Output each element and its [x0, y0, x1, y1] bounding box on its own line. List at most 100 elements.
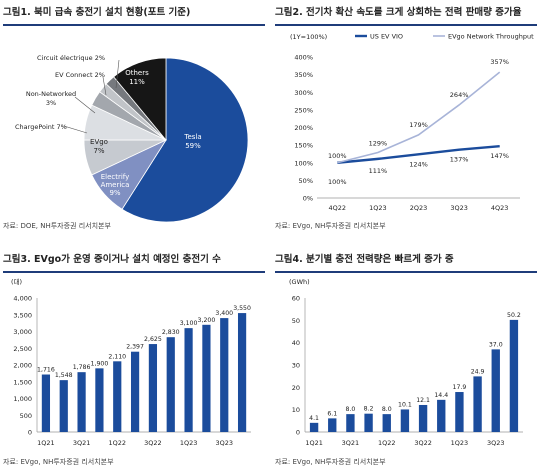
bar — [77, 372, 86, 432]
x-tick-label: 3Q22 — [414, 439, 432, 447]
slice-label: EVgo — [90, 138, 108, 146]
data-label: 264% — [450, 91, 469, 99]
data-label: 2,830 — [162, 329, 180, 336]
data-label: 4.1 — [309, 415, 319, 422]
data-label: 3,200 — [198, 317, 216, 324]
slice-label-text: ChargePoint — [15, 123, 55, 131]
leader-line — [102, 76, 107, 96]
bar — [237, 313, 247, 432]
data-label: 3,100 — [180, 320, 198, 327]
bar — [202, 324, 211, 432]
x-tick-label: 1Q21 — [305, 439, 323, 447]
panel-title: 그림3. EVgo가 운영 중이거나 설치 예정인 충전기 수 — [3, 254, 221, 265]
x-tick-label: 3Q23 — [215, 439, 233, 447]
y-tick-label: 4,000 — [13, 295, 32, 303]
data-label: 17.9 — [453, 384, 467, 391]
data-label: 1,900 — [91, 360, 109, 367]
bar — [130, 351, 140, 432]
slice-value: 7% — [93, 147, 104, 155]
data-label: 111% — [369, 167, 388, 175]
bar — [220, 318, 229, 432]
y-tick-label: 3,000 — [13, 328, 32, 336]
data-label: 37.0 — [489, 341, 503, 348]
bar — [166, 337, 175, 432]
data-label: 2,397 — [126, 344, 144, 351]
x-tick-label: 1Q22 — [378, 439, 396, 447]
bar — [382, 414, 391, 432]
y-tick-label: 0 — [28, 429, 32, 437]
bar — [184, 328, 193, 432]
y-tick-label: 60 — [292, 295, 300, 303]
bar — [59, 380, 68, 432]
leader-line — [74, 96, 96, 114]
y-tick-label: 50% — [299, 177, 313, 185]
x-tick-label: 2Q23 — [410, 204, 428, 212]
bar — [346, 414, 355, 432]
data-label: 12.1 — [416, 397, 430, 404]
x-tick-label: 1Q23 — [369, 204, 387, 212]
y-tick-label: 1,500 — [13, 378, 32, 386]
series-line — [337, 144, 500, 164]
x-tick-label: 4Q22 — [329, 204, 347, 212]
unit-label: (대) — [11, 278, 22, 286]
bar — [473, 376, 482, 432]
leader-line — [63, 125, 88, 134]
y-tick-label: 250% — [294, 106, 313, 114]
x-tick-label: 3Q23 — [450, 204, 468, 212]
source-note: 자료: EVgo, NH투자증권 리서치본부 — [275, 222, 386, 230]
data-label: 3,400 — [215, 310, 233, 317]
title-rule — [3, 24, 265, 26]
x-tick-label: 3Q23 — [487, 439, 505, 447]
leader-line — [115, 59, 120, 89]
bar — [400, 409, 410, 432]
slice-label: ChargePoint 7% — [15, 123, 67, 131]
bar — [148, 344, 158, 432]
panel-title: 그림1. 북미 급속 충전기 설치 현황(포트 기준) — [3, 7, 191, 18]
y-tick-label: 500 — [20, 412, 32, 420]
slice-label-text: Circuit électrique — [37, 54, 93, 62]
slice-label-text: EV Connect — [55, 71, 93, 79]
data-label: 179% — [409, 121, 428, 129]
data-label: 1,786 — [73, 364, 91, 371]
bar — [95, 368, 104, 432]
source-note: 자료: EVgo, NH투자증권 리서치본부 — [275, 458, 386, 466]
bar — [41, 374, 51, 432]
panel-bar-gwh: 그림4. 분기별 충전 전력량은 빠르게 증가 중 (GWh) 0 10 20 30 40… — [275, 250, 537, 473]
data-label: 8.0 — [345, 406, 355, 413]
data-label: 137% — [450, 156, 469, 164]
bar — [437, 399, 446, 432]
y-tick-label: 100% — [294, 159, 313, 167]
bar-chart: (GWh) 0 10 20 30 40 50 60 4.1 6.1 8.0 8.2 8.0 10.1 12.… — [289, 278, 523, 447]
slice-label: Tesla — [183, 133, 201, 141]
data-label: 124% — [409, 160, 428, 168]
y-tick-label: 400% — [294, 54, 313, 62]
panel-pie: 그림1. 북미 급속 충전기 설치 현황(포트 기준) Tesla 59% Elec… — [3, 3, 265, 233]
x-tick-label: 3Q21 — [342, 439, 360, 447]
data-label: 10.1 — [398, 401, 412, 408]
data-label: 147% — [490, 152, 509, 160]
data-label: 2,110 — [108, 353, 126, 360]
bar-chart: (대) 0 500 1,000 1,500 2,000 2,500 3,000 3,500 4,0… — [11, 278, 251, 447]
slice-value: 7% — [54, 123, 66, 131]
y-tick-label: 0% — [303, 195, 313, 203]
data-label: 50.2 — [507, 312, 521, 319]
slice-value: 2% — [93, 54, 105, 62]
data-label: 357% — [490, 58, 509, 66]
panel-title: 그림4. 분기별 충전 전력량은 빠르게 증가 중 — [275, 254, 454, 265]
y-tick-label: 40 — [292, 339, 300, 347]
y-tick-label: 0 — [296, 429, 300, 437]
y-tick-label: 1,000 — [13, 395, 32, 403]
bar — [113, 361, 122, 432]
bar — [491, 349, 500, 432]
data-label: 129% — [369, 140, 388, 148]
slice-label: EV Connect 2% — [55, 71, 105, 79]
pie-slice — [121, 57, 249, 223]
y-tick-label: 150% — [294, 142, 313, 150]
bar — [328, 418, 337, 432]
y-tick-label: 350% — [294, 71, 313, 79]
data-label: 24.9 — [471, 368, 485, 375]
slice-label: Circuit électrique 2% — [37, 54, 105, 62]
panel-bar-chargers: 그림3. EVgo가 운영 중이거나 설치 예정인 충전기 수 (대) 0 500 1… — [3, 250, 265, 473]
pie-chart: Tesla59%ElectrifyAmerica9%EVgo7%ChargePo… — [15, 54, 249, 223]
y-tick-label: 2,000 — [13, 362, 32, 370]
